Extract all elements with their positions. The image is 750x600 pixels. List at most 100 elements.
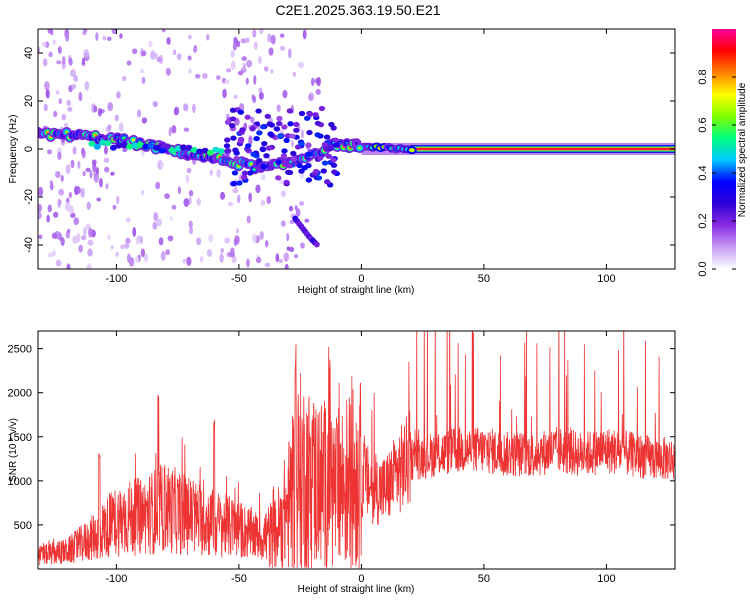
heatmap-cell — [220, 247, 225, 254]
heatmap-cell — [67, 106, 73, 112]
heatmap-cell — [82, 170, 86, 177]
heatmap-cell — [244, 114, 251, 120]
heatmap-cell — [52, 249, 56, 257]
heatmap-cell — [75, 186, 81, 195]
heatmap-cell — [44, 81, 50, 91]
heatmap-cell — [308, 94, 313, 101]
heatmap-cell — [223, 143, 231, 149]
heatmap-cell — [286, 108, 294, 114]
heatmap-cell — [194, 73, 201, 79]
colorbar-ticks: 0.0 0.2 0.4 0.6 0.8 — [697, 69, 736, 277]
heatmap-cell — [286, 246, 290, 251]
heatmap-cells — [38, 29, 675, 269]
heatmap-cell — [187, 55, 192, 61]
heatmap-cell — [139, 235, 143, 244]
heatmap-cell — [219, 253, 224, 264]
heatmap-cell — [293, 127, 300, 133]
heatmap-cell — [127, 253, 131, 263]
heatmap-cell — [302, 29, 307, 40]
heatmap-cell — [46, 214, 50, 223]
heatmap-cell — [295, 208, 301, 217]
snr-x-ticks: -100 -50 0 50 100 — [105, 331, 616, 585]
heatmap-cell — [62, 55, 66, 65]
heatmap-cell — [196, 197, 202, 206]
heatmap-cell — [58, 188, 65, 196]
snr-series-line — [38, 331, 675, 569]
heatmap-cell — [112, 204, 117, 210]
heatmap-cell — [188, 34, 192, 40]
heatmap-cell — [53, 110, 58, 118]
figure-title: C2E1.2025.363.19.50.E21 — [275, 2, 440, 18]
heatmap-cell — [212, 146, 220, 153]
heatmap-cell — [288, 205, 294, 212]
heatmap-cell — [240, 174, 248, 180]
heatmap-cell — [230, 60, 236, 71]
heatmap-cell — [165, 249, 171, 256]
heatmap-cell — [96, 197, 102, 202]
heatmap-cell — [93, 105, 98, 113]
heatmap-cell — [245, 37, 250, 44]
heatmap-cell — [278, 129, 284, 134]
heatmap-cell — [125, 217, 131, 223]
heatmap-cell — [38, 186, 44, 197]
heatmap-cell — [134, 256, 140, 263]
heatmap-cell — [265, 145, 273, 151]
heatmap-cell — [183, 103, 189, 112]
heatmap-cell — [141, 76, 146, 85]
heatmap-cell — [229, 116, 237, 122]
heatmap-cell — [288, 246, 295, 252]
heatmap-cell — [230, 181, 237, 187]
heatmap-cell — [158, 237, 164, 246]
heatmap-cell — [298, 201, 305, 206]
heatmap-cell — [176, 53, 182, 60]
heatmap-cell — [45, 89, 49, 98]
heatmap-cell — [166, 37, 171, 45]
heatmap-cell — [86, 263, 92, 269]
heatmap-cell — [259, 146, 267, 153]
heatmap-cell — [47, 204, 53, 213]
heatmap-cell — [147, 142, 155, 149]
heatmap-cell — [80, 187, 85, 198]
x-tick-label: -100 — [105, 273, 127, 285]
heatmap-cell — [263, 153, 270, 159]
heatmap-cell — [258, 87, 263, 93]
heatmap-cell — [215, 75, 221, 80]
heatmap-cell — [116, 91, 121, 99]
heatmap-cell — [298, 61, 305, 68]
heatmap-cell — [57, 46, 62, 54]
heatmap-cell — [278, 258, 283, 264]
heatmap-cell — [313, 241, 320, 248]
heatmap-cell — [230, 247, 235, 257]
heatmap-cell — [259, 230, 264, 241]
heatmap-cell — [169, 216, 173, 221]
heatmap-cell — [279, 45, 286, 51]
heatmap-cell — [97, 107, 102, 117]
heatmap-cell — [88, 227, 93, 238]
heatmap-cell — [277, 133, 284, 139]
colorbar: 0.0 0.2 0.4 0.6 0.8 Normalized spectral ampl… — [697, 29, 748, 277]
y-tick-label: -40 — [23, 237, 35, 253]
heatmap-cell — [95, 166, 100, 175]
heatmap-cell — [257, 55, 263, 65]
heatmap-cell — [220, 191, 226, 200]
heatmap-cell — [188, 68, 192, 74]
heatmap-cell — [253, 41, 258, 50]
heatmap-cell — [81, 57, 86, 65]
heatmap-cell — [258, 29, 264, 35]
heatmap-cell — [191, 103, 196, 114]
heatmap-cell — [48, 51, 53, 58]
heatmap-cell — [241, 56, 247, 61]
heatmap-cell — [93, 133, 98, 137]
heatmap-cell — [161, 29, 166, 33]
heatmap-cell — [66, 99, 72, 107]
heatmap-cell — [192, 46, 197, 53]
spectrogram-y-ticks: -40 -20 0 20 40 — [23, 47, 675, 253]
heatmap-cell — [42, 58, 48, 67]
heatmap-cell — [270, 34, 276, 45]
heatmap-cell — [104, 140, 112, 147]
heatmap-cell — [200, 256, 204, 263]
colorbar-gradient — [712, 29, 736, 269]
heatmap-cell — [246, 258, 250, 268]
heatmap-cell — [256, 157, 263, 164]
heatmap-cell — [65, 164, 71, 175]
